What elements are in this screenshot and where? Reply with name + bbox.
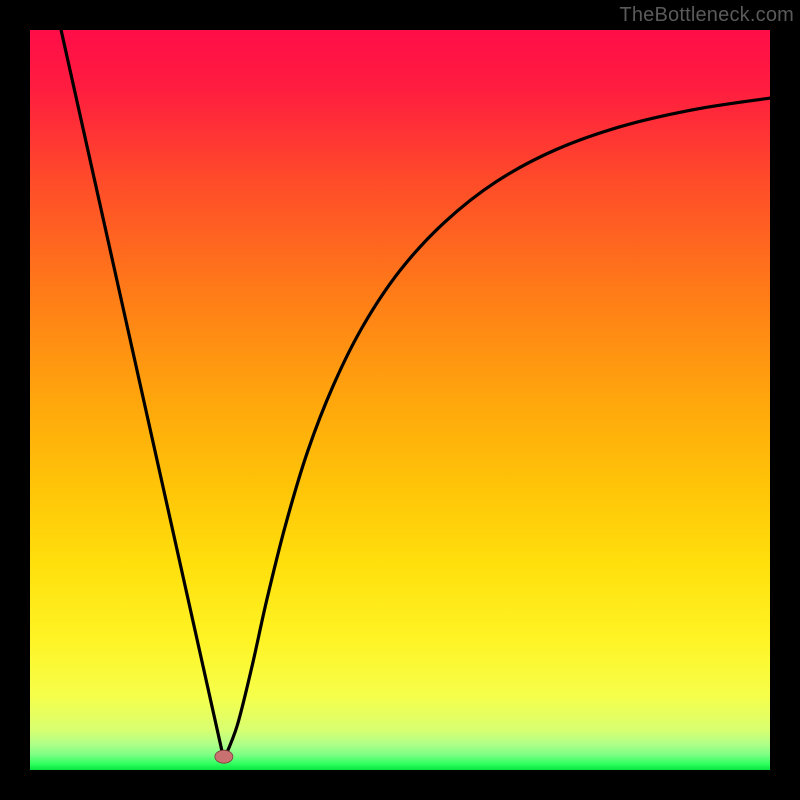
watermark-text: TheBottleneck.com bbox=[0, 4, 800, 27]
minimum-marker bbox=[215, 750, 233, 763]
bottleneck-curve bbox=[61, 30, 770, 760]
plot-area bbox=[30, 30, 770, 770]
chart-container: TheBottleneck.com bbox=[0, 0, 800, 800]
bottleneck-curve-svg bbox=[30, 30, 770, 770]
